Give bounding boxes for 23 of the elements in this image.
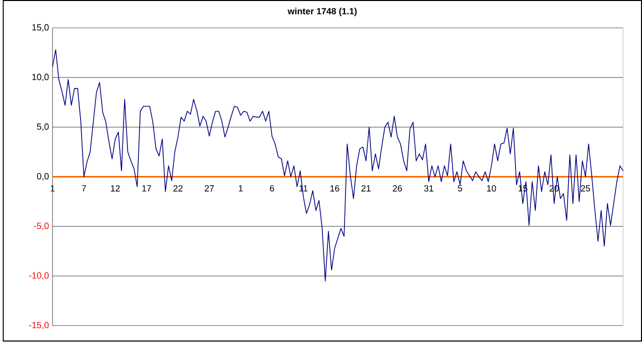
y-tick-label: 5,0: [36, 124, 49, 132]
x-tick-label: 5: [458, 185, 462, 192]
x-tick-label: 27: [204, 185, 214, 192]
x-tick-label: 17: [142, 185, 152, 192]
y-tick-label: 10,0: [32, 74, 49, 82]
x-tick-label: 21: [362, 185, 371, 192]
y-tick-label: -5,0: [34, 222, 49, 230]
x-tick-label: 26: [392, 185, 402, 192]
x-tick-label: 6: [270, 185, 274, 192]
x-tick-label: 16: [330, 185, 340, 192]
y-tick-label: -10,0: [29, 272, 49, 280]
x-tick-label: 22: [173, 185, 182, 192]
x-tick-label: 1: [50, 185, 55, 192]
x-tick-label: 25: [580, 185, 590, 192]
y-tick-label: 0,0: [36, 173, 49, 181]
x-tick-label: 31: [424, 185, 434, 192]
chart-title: winter 1748 (1.1): [288, 8, 357, 16]
x-tick-label: 1: [238, 185, 243, 192]
y-tick-label: 15,0: [32, 24, 49, 32]
x-tick-label: 7: [82, 185, 86, 192]
x-tick-label: 10: [487, 185, 496, 192]
y-tick-label: -15,0: [29, 322, 49, 330]
x-tick-label: 12: [110, 185, 120, 192]
